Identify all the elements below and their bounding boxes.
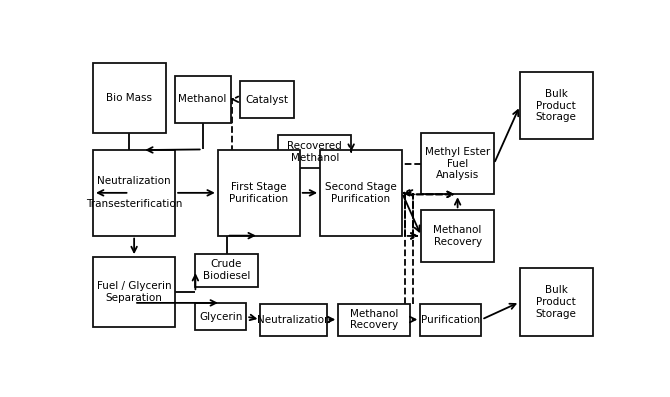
Text: Bulk
Product
Storage: Bulk Product Storage (536, 89, 577, 122)
Bar (421, 210, 494, 262)
Text: Fuel / Glycerin
Separation: Fuel / Glycerin Separation (96, 281, 172, 303)
Bar (196, 254, 258, 287)
Text: First Stage
Purification: First Stage Purification (229, 182, 288, 204)
Bar (279, 135, 351, 168)
Text: Bulk
Product
Storage: Bulk Product Storage (536, 285, 577, 318)
Text: Neutralization

Transesterification: Neutralization Transesterification (86, 176, 182, 210)
Text: Methanol
Recovery: Methanol Recovery (350, 309, 398, 330)
Text: Crude
Biodiesel: Crude Biodiesel (203, 259, 250, 281)
Bar (520, 72, 593, 139)
Text: Recovered
Methanol: Recovered Methanol (287, 141, 342, 163)
Text: Methanol: Methanol (178, 94, 227, 104)
Text: Catalyst: Catalyst (245, 94, 288, 104)
Text: Neutralization: Neutralization (257, 314, 330, 325)
Bar (320, 150, 402, 236)
Text: Bio Mass: Bio Mass (107, 93, 153, 103)
Bar (260, 303, 327, 335)
Bar (218, 150, 299, 236)
Bar (196, 303, 247, 330)
Bar (93, 150, 175, 236)
Bar (175, 76, 230, 123)
Text: Second Stage
Purification: Second Stage Purification (325, 182, 397, 204)
Bar (421, 133, 494, 195)
Text: Methanol
Recovery: Methanol Recovery (433, 225, 482, 247)
Bar (338, 303, 410, 335)
Bar (93, 257, 175, 328)
Text: Purification: Purification (421, 314, 480, 325)
Bar (420, 303, 482, 335)
Text: Methyl Ester
Fuel
Analysis: Methyl Ester Fuel Analysis (425, 147, 490, 180)
Bar (240, 81, 294, 118)
Text: Glycerin: Glycerin (199, 312, 243, 322)
Bar (93, 63, 165, 133)
Bar (520, 268, 593, 335)
